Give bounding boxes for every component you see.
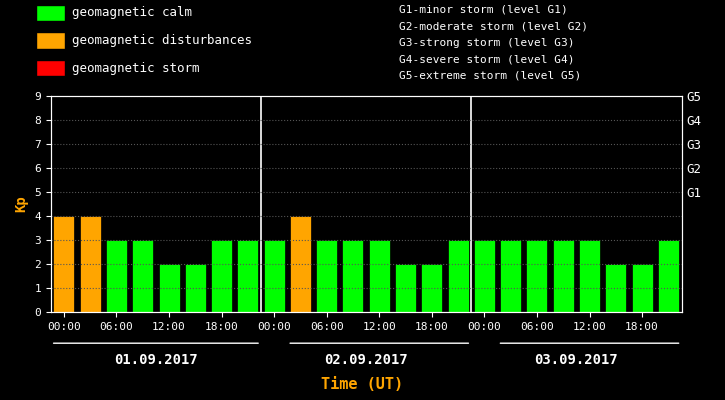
Bar [211, 240, 232, 312]
Bar [631, 264, 652, 312]
Text: G4-severe storm (level G4): G4-severe storm (level G4) [399, 54, 574, 64]
Text: G2-moderate storm (level G2): G2-moderate storm (level G2) [399, 21, 588, 31]
Text: geomagnetic calm: geomagnetic calm [72, 6, 193, 19]
Bar [80, 216, 101, 312]
Bar [237, 240, 258, 312]
Bar [395, 264, 416, 312]
Bar [54, 216, 75, 312]
Bar [342, 240, 363, 312]
Bar [290, 216, 311, 312]
Bar [264, 240, 285, 312]
Text: 02.09.2017: 02.09.2017 [324, 353, 408, 367]
Y-axis label: Kp: Kp [14, 196, 29, 212]
Bar [605, 264, 626, 312]
FancyBboxPatch shape [36, 5, 65, 21]
Bar [579, 240, 600, 312]
Bar [421, 264, 442, 312]
Bar [185, 264, 206, 312]
Bar [159, 264, 180, 312]
Text: G1-minor storm (level G1): G1-minor storm (level G1) [399, 5, 568, 15]
FancyBboxPatch shape [36, 60, 65, 76]
Text: G3-strong storm (level G3): G3-strong storm (level G3) [399, 38, 574, 48]
Text: geomagnetic disturbances: geomagnetic disturbances [72, 34, 252, 47]
Text: Time (UT): Time (UT) [321, 377, 404, 392]
Bar [500, 240, 521, 312]
Bar [316, 240, 337, 312]
Bar [474, 240, 495, 312]
Bar [132, 240, 153, 312]
Bar [369, 240, 390, 312]
Bar [552, 240, 573, 312]
Text: 01.09.2017: 01.09.2017 [114, 353, 198, 367]
Text: G5-extreme storm (level G5): G5-extreme storm (level G5) [399, 71, 581, 81]
Bar [106, 240, 127, 312]
Text: 03.09.2017: 03.09.2017 [534, 353, 618, 367]
FancyBboxPatch shape [36, 32, 65, 49]
Bar [658, 240, 679, 312]
Text: geomagnetic storm: geomagnetic storm [72, 62, 200, 74]
Bar [447, 240, 468, 312]
Bar [526, 240, 547, 312]
